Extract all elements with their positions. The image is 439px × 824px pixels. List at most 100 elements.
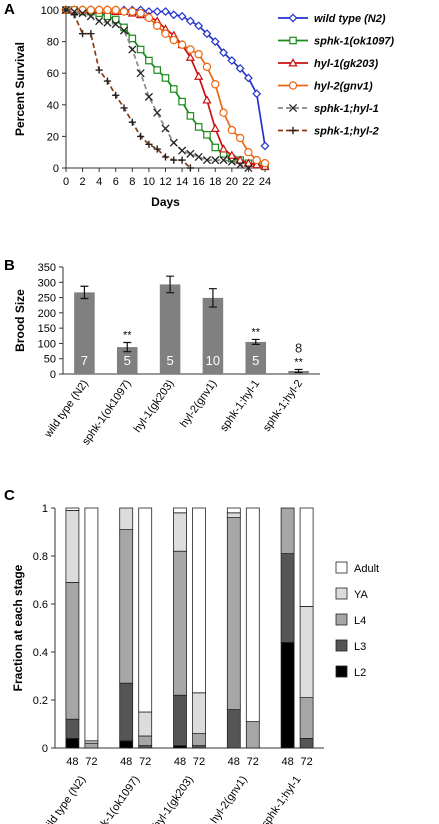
data-point xyxy=(244,163,253,173)
stacked-segment xyxy=(119,507,134,531)
category-label: sphk-1;hyl-2 xyxy=(261,378,305,434)
data-point xyxy=(202,62,212,72)
data-point xyxy=(70,11,78,19)
series-line xyxy=(65,9,191,169)
stacked-segment xyxy=(138,507,153,713)
data-point xyxy=(236,160,245,169)
data-point xyxy=(219,108,228,117)
data-point xyxy=(289,36,297,45)
y-tick-label: 1 xyxy=(42,503,48,515)
data-point xyxy=(202,29,212,39)
group-label: wild type (N2) xyxy=(39,774,88,824)
data-point xyxy=(211,80,220,89)
data-point xyxy=(252,155,261,165)
data-point xyxy=(153,145,161,153)
stacked-segment xyxy=(65,582,80,720)
group-label: hyl-2(gnv1) xyxy=(208,774,249,824)
category-label: sphk-1;hyl-1 xyxy=(218,378,262,434)
data-point xyxy=(243,73,253,83)
legend-item: hyl-1(gk203) xyxy=(278,58,379,70)
stacked-segment xyxy=(173,550,187,696)
group-label: sphk-1;hyl-1 xyxy=(259,774,303,824)
data-point xyxy=(260,159,270,168)
data-point xyxy=(153,66,162,74)
data-point xyxy=(185,16,195,26)
stacked-segment xyxy=(226,512,241,518)
significance-marker: ** xyxy=(123,330,132,342)
data-point xyxy=(119,7,129,16)
data-point xyxy=(112,91,120,99)
bar xyxy=(245,341,267,374)
y-tick-label: 250 xyxy=(38,293,56,305)
stacked-segment xyxy=(65,509,80,583)
data-point xyxy=(161,7,170,17)
y-tick-label: 100 xyxy=(38,338,56,350)
error-bar xyxy=(123,341,132,353)
y-axis-title: Fraction at each stage xyxy=(11,564,25,691)
n-label: 5 xyxy=(252,353,259,368)
stacked-segment xyxy=(226,709,241,749)
timepoint-label: 48 xyxy=(120,756,132,768)
data-point xyxy=(288,103,298,113)
data-point xyxy=(144,13,154,23)
data-point xyxy=(153,21,162,30)
data-point xyxy=(210,123,220,132)
x-tick-label: 4 xyxy=(96,176,102,188)
data-point xyxy=(186,164,194,172)
data-point xyxy=(194,152,203,161)
y-tick-label: 40 xyxy=(47,100,59,112)
data-point xyxy=(185,52,195,61)
y-tick-label: 60 xyxy=(47,68,59,80)
data-point xyxy=(210,37,220,47)
data-point xyxy=(219,156,228,165)
data-point xyxy=(94,5,104,15)
stacked-segment xyxy=(65,507,80,511)
stacked-segment xyxy=(138,711,153,737)
legend-item: L4 xyxy=(335,613,366,627)
bar xyxy=(74,292,95,374)
data-point xyxy=(145,140,153,148)
data-point xyxy=(136,69,145,78)
data-point xyxy=(252,89,262,99)
legend-swatch xyxy=(335,665,348,678)
data-point xyxy=(186,45,195,54)
group-label: sphk-1(ok1097) xyxy=(88,774,142,824)
n-label: 5 xyxy=(166,353,173,368)
bar xyxy=(159,284,181,374)
x-axis-title: Days xyxy=(151,195,180,209)
data-point xyxy=(128,45,137,54)
stacked-segment xyxy=(119,529,134,684)
data-point xyxy=(111,15,120,24)
error-bar xyxy=(208,288,217,308)
stacked-segment xyxy=(299,697,314,739)
bar xyxy=(202,297,224,374)
data-point xyxy=(227,150,237,159)
x-tick-label: 6 xyxy=(113,176,119,188)
stacked-segment xyxy=(226,517,241,710)
data-point xyxy=(178,97,186,106)
data-point xyxy=(136,8,145,18)
y-tick-label: 0 xyxy=(50,369,56,381)
timepoint-label: 72 xyxy=(139,756,151,768)
legend-label: YA xyxy=(354,589,369,601)
data-point xyxy=(95,17,104,26)
data-point xyxy=(95,66,103,74)
y-tick-label: 350 xyxy=(38,262,56,274)
stacked-segment xyxy=(119,682,134,742)
data-point xyxy=(128,118,136,126)
data-point xyxy=(202,95,212,104)
data-point xyxy=(186,112,195,120)
timepoint-label: 72 xyxy=(85,756,97,768)
x-tick-label: 20 xyxy=(226,176,238,188)
data-point xyxy=(177,11,187,21)
data-point xyxy=(203,131,211,139)
legend-label: hyl-2(gnv1) xyxy=(314,81,373,93)
data-point xyxy=(137,132,145,140)
legend-label: sphk-1;hyl-1 xyxy=(314,103,379,115)
legend-item: Adult xyxy=(335,561,379,575)
data-point xyxy=(178,156,186,164)
stacked-segment xyxy=(173,694,187,747)
data-point xyxy=(260,141,270,151)
series-line xyxy=(65,9,249,169)
timepoint-label: 48 xyxy=(174,756,186,768)
